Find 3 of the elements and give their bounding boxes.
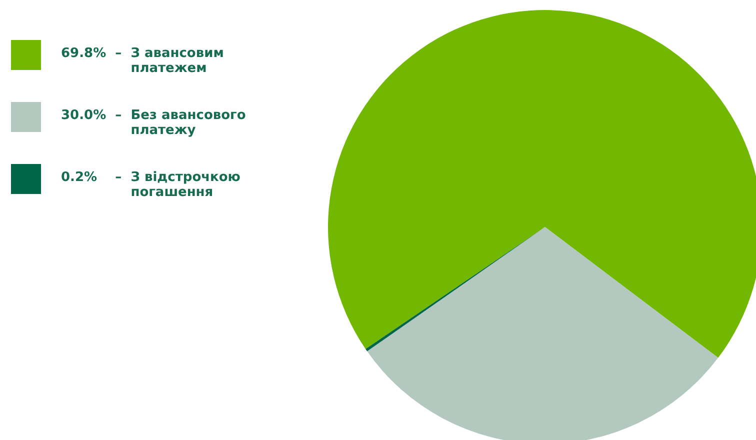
legend-label: 0.2% – З відстрочкою погашення bbox=[61, 170, 241, 200]
legend-label: 69.8% – З авансовим платежем bbox=[61, 46, 224, 76]
legend-label: 30.0% – Без авансового платежу bbox=[61, 108, 246, 138]
